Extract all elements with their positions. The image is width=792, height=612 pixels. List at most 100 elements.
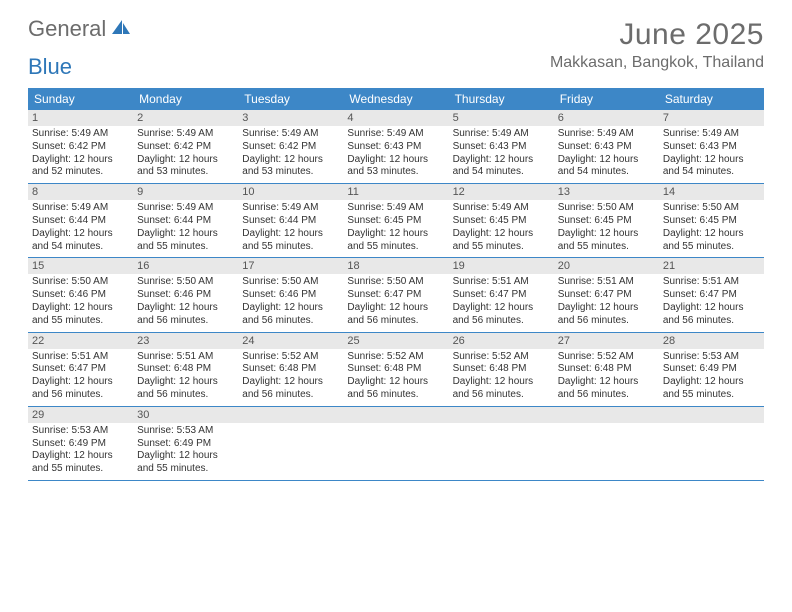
sunrise-line: Sunrise: 5:51 AM	[663, 276, 760, 289]
sunset-line: Sunset: 6:48 PM	[137, 363, 234, 376]
sunset-line: Sunset: 6:47 PM	[558, 289, 655, 302]
day-number: 21	[659, 258, 764, 274]
sunset-line: Sunset: 6:46 PM	[242, 289, 339, 302]
day-cell: 23Sunrise: 5:51 AMSunset: 6:48 PMDayligh…	[133, 333, 238, 406]
day-number: 3	[238, 110, 343, 126]
dow-cell: Sunday	[28, 88, 133, 110]
daylight-line: Daylight: 12 hours and 56 minutes.	[558, 376, 655, 402]
sunrise-line: Sunrise: 5:50 AM	[558, 202, 655, 215]
weeks-container: 1Sunrise: 5:49 AMSunset: 6:42 PMDaylight…	[28, 110, 764, 481]
daylight-line: Daylight: 12 hours and 55 minutes.	[137, 450, 234, 476]
day-info: Sunrise: 5:49 AMSunset: 6:44 PMDaylight:…	[137, 202, 234, 253]
daylight-line: Daylight: 12 hours and 55 minutes.	[347, 228, 444, 254]
daylight-line: Daylight: 12 hours and 54 minutes.	[663, 154, 760, 180]
sunrise-line: Sunrise: 5:52 AM	[242, 351, 339, 364]
week-row: 8Sunrise: 5:49 AMSunset: 6:44 PMDaylight…	[28, 184, 764, 258]
sunrise-line: Sunrise: 5:49 AM	[32, 128, 129, 141]
sunrise-line: Sunrise: 5:49 AM	[242, 202, 339, 215]
day-number: 4	[343, 110, 448, 126]
daylight-line: Daylight: 12 hours and 53 minutes.	[137, 154, 234, 180]
day-cell: 21 Sunrise: 5:51 AMSunset: 6:47 PMDayligh…	[659, 258, 764, 331]
daylight-line: Daylight: 12 hours and 53 minutes.	[347, 154, 444, 180]
daylight-line: Daylight: 12 hours and 54 minutes.	[32, 228, 129, 254]
day-cell	[343, 407, 448, 480]
day-number: 11	[343, 184, 448, 200]
day-number: 20	[554, 258, 659, 274]
day-cell: 28Sunrise: 5:53 AMSunset: 6:49 PMDayligh…	[659, 333, 764, 406]
day-number	[343, 407, 448, 423]
day-cell: 27Sunrise: 5:52 AMSunset: 6:48 PMDayligh…	[554, 333, 659, 406]
day-info: Sunrise: 5:52 AMSunset: 6:48 PMDaylight:…	[347, 351, 444, 402]
day-cell: 24Sunrise: 5:52 AMSunset: 6:48 PMDayligh…	[238, 333, 343, 406]
sunset-line: Sunset: 6:43 PM	[558, 141, 655, 154]
sunset-line: Sunset: 6:43 PM	[347, 141, 444, 154]
daylight-line: Daylight: 12 hours and 56 minutes.	[347, 376, 444, 402]
month-title: June 2025	[550, 18, 764, 52]
sunset-line: Sunset: 6:47 PM	[32, 363, 129, 376]
sunset-line: Sunset: 6:48 PM	[558, 363, 655, 376]
day-number	[554, 407, 659, 423]
sunset-line: Sunset: 6:43 PM	[453, 141, 550, 154]
day-cell: 22Sunrise: 5:51 AMSunset: 6:47 PMDayligh…	[28, 333, 133, 406]
sunrise-line: Sunrise: 5:50 AM	[242, 276, 339, 289]
sunrise-line: Sunrise: 5:49 AM	[242, 128, 339, 141]
sunrise-line: Sunrise: 5:50 AM	[663, 202, 760, 215]
day-cell	[449, 407, 554, 480]
week-row: 29Sunrise: 5:53 AMSunset: 6:49 PMDayligh…	[28, 407, 764, 481]
day-info: Sunrise: 5:50 AMSunset: 6:45 PMDaylight:…	[663, 202, 760, 253]
day-info: Sunrise: 5:49 AMSunset: 6:43 PMDaylight:…	[347, 128, 444, 179]
day-number: 1	[28, 110, 133, 126]
sunrise-line: Sunrise: 5:50 AM	[32, 276, 129, 289]
sunset-line: Sunset: 6:45 PM	[453, 215, 550, 228]
day-info: Sunrise: 5:49 AMSunset: 6:44 PMDaylight:…	[32, 202, 129, 253]
daylight-line: Daylight: 12 hours and 55 minutes.	[242, 228, 339, 254]
logo-text-1: General	[28, 18, 106, 40]
sunset-line: Sunset: 6:46 PM	[137, 289, 234, 302]
day-info: Sunrise: 5:49 AMSunset: 6:43 PMDaylight:…	[663, 128, 760, 179]
day-cell: 20Sunrise: 5:51 AMSunset: 6:47 PMDayligh…	[554, 258, 659, 331]
day-info: Sunrise: 5:53 AMSunset: 6:49 PMDaylight:…	[32, 425, 129, 476]
day-cell: 10Sunrise: 5:49 AMSunset: 6:44 PMDayligh…	[238, 184, 343, 257]
day-cell: 18Sunrise: 5:50 AMSunset: 6:47 PMDayligh…	[343, 258, 448, 331]
day-info: Sunrise: 5:51 AMSunset: 6:48 PMDaylight:…	[137, 351, 234, 402]
day-cell: 16Sunrise: 5:50 AMSunset: 6:46 PMDayligh…	[133, 258, 238, 331]
day-cell: 6 Sunrise: 5:49 AMSunset: 6:43 PMDaylight…	[554, 110, 659, 183]
sunrise-line: Sunrise: 5:49 AM	[453, 202, 550, 215]
daylight-line: Daylight: 12 hours and 54 minutes.	[453, 154, 550, 180]
daylight-line: Daylight: 12 hours and 56 minutes.	[453, 302, 550, 328]
day-cell: 8Sunrise: 5:49 AMSunset: 6:44 PMDaylight…	[28, 184, 133, 257]
sunrise-line: Sunrise: 5:50 AM	[137, 276, 234, 289]
sunset-line: Sunset: 6:42 PM	[32, 141, 129, 154]
day-cell: 2Sunrise: 5:49 AMSunset: 6:42 PMDaylight…	[133, 110, 238, 183]
daylight-line: Daylight: 12 hours and 56 minutes.	[137, 302, 234, 328]
day-info: Sunrise: 5:53 AMSunset: 6:49 PMDaylight:…	[663, 351, 760, 402]
sunset-line: Sunset: 6:46 PM	[32, 289, 129, 302]
day-number: 2	[133, 110, 238, 126]
daylight-line: Daylight: 12 hours and 54 minutes.	[558, 154, 655, 180]
day-number: 6	[554, 110, 659, 126]
sunset-line: Sunset: 6:48 PM	[453, 363, 550, 376]
day-info: Sunrise: 5:49 AMSunset: 6:43 PMDaylight:…	[453, 128, 550, 179]
sunset-line: Sunset: 6:45 PM	[558, 215, 655, 228]
day-info: Sunrise: 5:49 AMSunset: 6:43 PMDaylight:…	[558, 128, 655, 179]
day-cell	[659, 407, 764, 480]
day-number: 18	[343, 258, 448, 274]
day-info: Sunrise: 5:51 AMSunset: 6:47 PMDaylight:…	[453, 276, 550, 327]
day-cell: 29Sunrise: 5:53 AMSunset: 6:49 PMDayligh…	[28, 407, 133, 480]
sunset-line: Sunset: 6:42 PM	[242, 141, 339, 154]
day-number: 30	[133, 407, 238, 423]
daylight-line: Daylight: 12 hours and 56 minutes.	[558, 302, 655, 328]
sunrise-line: Sunrise: 5:51 AM	[137, 351, 234, 364]
sunrise-line: Sunrise: 5:52 AM	[453, 351, 550, 364]
day-info: Sunrise: 5:49 AMSunset: 6:42 PMDaylight:…	[32, 128, 129, 179]
day-cell: 14 Sunrise: 5:50 AMSunset: 6:45 PMDayligh…	[659, 184, 764, 257]
daylight-line: Daylight: 12 hours and 52 minutes.	[32, 154, 129, 180]
day-number: 5	[449, 110, 554, 126]
sunrise-line: Sunrise: 5:53 AM	[137, 425, 234, 438]
daylight-line: Daylight: 12 hours and 56 minutes.	[663, 302, 760, 328]
day-cell: 17Sunrise: 5:50 AMSunset: 6:46 PMDayligh…	[238, 258, 343, 331]
sunset-line: Sunset: 6:47 PM	[663, 289, 760, 302]
logo-text-2: Blue	[28, 54, 764, 80]
sunrise-line: Sunrise: 5:53 AM	[32, 425, 129, 438]
day-number: 14	[659, 184, 764, 200]
